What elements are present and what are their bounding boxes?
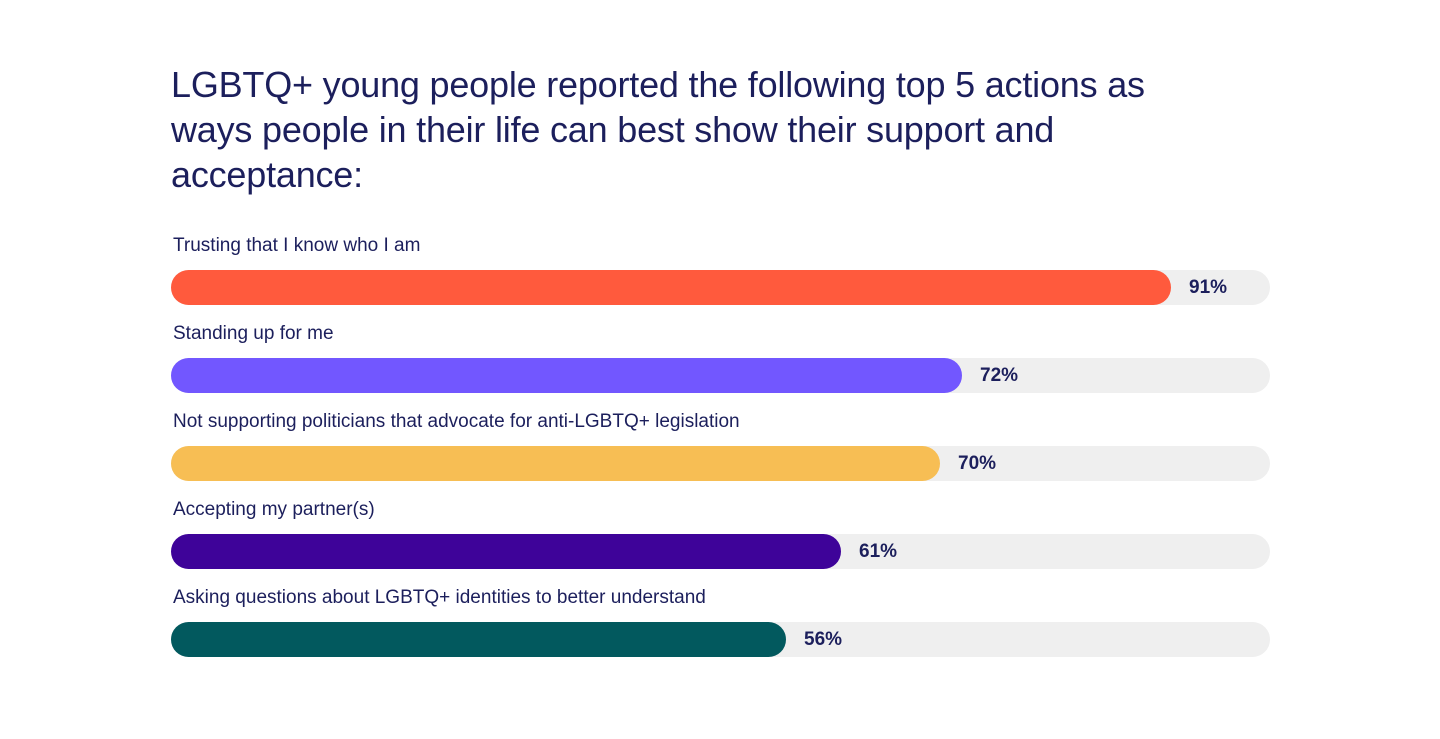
bar-label: Trusting that I know who I am bbox=[173, 235, 421, 256]
bar-value-label: 91% bbox=[1189, 277, 1228, 298]
bar-track: 61% bbox=[171, 534, 1270, 569]
bar-value-label: 56% bbox=[804, 629, 843, 650]
bar-label: Accepting my partner(s) bbox=[173, 499, 375, 520]
bar-row: Asking questions about LGBTQ+ identities… bbox=[171, 584, 1270, 664]
bar-track: 72% bbox=[171, 358, 1270, 393]
bar-label: Asking questions about LGBTQ+ identities… bbox=[173, 587, 706, 608]
bar-track: 91% bbox=[171, 270, 1270, 305]
bar-label: Standing up for me bbox=[173, 323, 334, 344]
bar-row: Not supporting politicians that advocate… bbox=[171, 408, 1270, 488]
bar-value-label: 70% bbox=[958, 453, 997, 474]
bar-track: 56% bbox=[171, 622, 1270, 657]
bar-fill bbox=[171, 534, 841, 569]
bar-fill bbox=[171, 446, 940, 481]
bar-value-label: 61% bbox=[859, 541, 898, 562]
bar-fill bbox=[171, 622, 786, 657]
bar-row: Trusting that I know who I am 91% bbox=[171, 232, 1270, 312]
bar-fill bbox=[171, 358, 962, 393]
bar-chart: LGBTQ+ young people reported the followi… bbox=[171, 62, 1270, 657]
chart-title: LGBTQ+ young people reported the followi… bbox=[171, 64, 1145, 195]
bar-row: Standing up for me 72% bbox=[171, 320, 1270, 400]
bar-fill bbox=[171, 270, 1171, 305]
bar-row: Accepting my partner(s) 61% bbox=[171, 496, 1270, 576]
bar-track: 70% bbox=[171, 446, 1270, 481]
bar-label: Not supporting politicians that advocate… bbox=[173, 411, 740, 432]
bar-value-label: 72% bbox=[980, 365, 1019, 386]
